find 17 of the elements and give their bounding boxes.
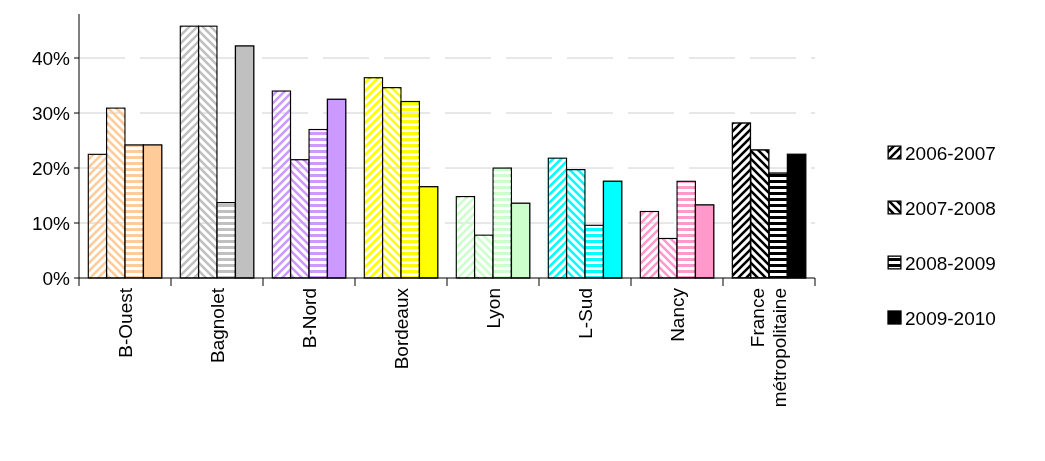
y-tick-label: 30%: [31, 102, 71, 124]
x-tick-label: France métropolitaine: [747, 288, 791, 408]
legend-label: 2007-2008: [905, 197, 996, 219]
x-tick-label: Nancy: [666, 287, 688, 342]
y-tick-label: 20%: [31, 157, 71, 179]
x-tick-label: Lyon: [482, 288, 504, 329]
legend-label: 2008-2009: [905, 252, 996, 274]
x-tick-label: B-Nord: [298, 288, 320, 349]
y-tick-label: 0%: [42, 267, 71, 289]
x-tick-label: B-Ouest: [114, 287, 136, 358]
y-tick-label: 40%: [31, 47, 71, 69]
x-tick-label: L-Sud: [574, 288, 596, 339]
legend-label: 2006-2007: [905, 142, 996, 164]
x-tick-label: Bagnolet: [206, 287, 228, 364]
legend-label: 2009-2010: [905, 307, 996, 329]
x-tick-label: Bordeaux: [390, 287, 412, 370]
y-tick-label: 10%: [31, 212, 71, 234]
